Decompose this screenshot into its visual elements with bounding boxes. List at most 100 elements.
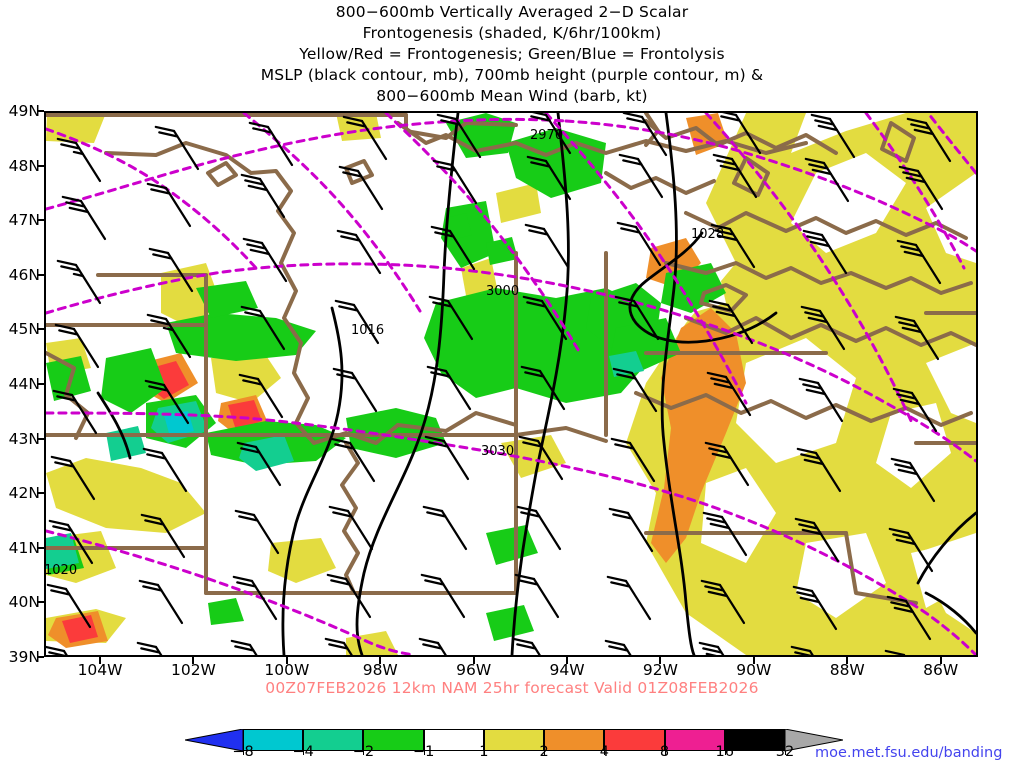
wind-barb [138,579,184,625]
wind-barb [242,237,288,283]
wind-barb [898,165,944,211]
wind-barb [146,182,192,228]
y-tick-label: 39N [8,648,40,666]
wind-barb [516,505,562,551]
wind-barb [886,595,932,641]
wind-barb [52,389,98,435]
wind-barb [428,295,474,341]
y-tick-label: 40N [8,593,40,612]
wind-barb [56,259,102,305]
wind-barb [622,113,668,157]
wind-barb [798,377,844,423]
x-tick [99,657,102,664]
wind-barb [884,649,906,655]
colorbar-segment [363,729,424,751]
map-graphics: 2970 3000 3030 1016 1028 [46,113,976,655]
wind-barb [796,447,842,493]
x-tick [846,657,849,664]
wind-barb [698,641,725,655]
wind-barb [906,117,952,163]
wind-barb [332,367,378,413]
y-tick [37,601,44,604]
colorbar-tick [423,751,425,755]
y-tick [37,328,44,331]
wind-barb [706,371,752,417]
colorbar-tick [303,751,305,755]
title-line-5: 800−600mb Mean Wind (barb, kt) [376,87,648,105]
x-tick-label: 92W [642,661,678,679]
wind-barb [792,585,838,631]
wind-barb [248,121,294,167]
x-tick-label: 100W [264,661,310,679]
colorbar-tick [664,751,666,755]
wind-barb [712,153,758,199]
x-tick [285,657,288,664]
y-tick [37,383,44,385]
wind-barb [240,173,286,219]
colorbar-segment [724,729,785,751]
wind-barb [342,115,388,161]
x-tick-label: 86W [923,661,959,679]
wind-barb [512,637,541,655]
wind-barb [338,165,384,211]
svg-text:1020: 1020 [46,563,77,578]
wind-barb [430,225,476,271]
wind-barb [518,435,564,481]
wind-barb [232,575,278,621]
colorbar-tick [243,751,244,755]
wind-barb [702,511,748,557]
x-tick-label: 96W [456,661,492,679]
label-2970: 2970 [530,128,563,143]
wind-barb [422,505,468,551]
wind-barb [61,195,107,241]
shading-blue [164,411,194,437]
wind-barb [524,223,570,269]
title-line-1: 800−600mb Vertically Averaged 2−D Scalar [335,3,689,21]
y-tick-label: 45N [8,320,40,339]
contour-labels: 2970 3000 3030 1016 1028 [46,128,724,578]
wind-barb [896,239,942,285]
wind-barb [142,447,188,493]
wind-barb [418,637,447,655]
colorbar-segment [303,729,364,751]
colorbar-tick [785,751,786,755]
wind-barb [890,457,936,503]
wind-barb [236,441,282,487]
y-tick-label: 44N [8,375,40,393]
x-tick [659,657,662,664]
wind-barb [720,113,762,155]
title-line-3: Yellow/Red = Frontogenesis; Green/Blue =… [299,45,725,63]
wind-barb [424,435,470,481]
y-tick [37,546,44,549]
y-tick [37,273,44,276]
wind-barb [426,365,472,411]
wind-barb [326,573,372,619]
svg-text:3030: 3030 [481,444,514,459]
wind-barb [140,513,186,559]
colorbar-segment [243,729,304,751]
mslp-contours [96,113,976,655]
wind-barb [238,373,284,419]
colorbar [185,729,843,752]
attribution-link[interactable]: moe.met.fsu.edu/banding [815,745,1003,761]
wind-barb [888,527,934,573]
colorbar-segment [664,729,725,751]
wind-barb [804,157,850,203]
x-tick-label: 88W [829,661,865,679]
y-tick [37,437,44,440]
wind-barb [240,305,286,351]
x-tick [752,657,755,664]
wind-barb [328,505,374,551]
x-tick-label: 98W [362,661,398,679]
y-tick-label: 48N [8,156,40,175]
colorbar-tick [483,751,485,755]
wind-barb [606,575,652,621]
label-3030: 3030 [481,444,514,459]
wind-barb [708,299,754,345]
wind-barb [604,639,632,655]
colorbar-tick [544,751,546,755]
y-tick [37,110,44,112]
label-1016: 1016 [351,323,384,338]
title-line-4: MSLP (black contour, mb), 700mb height (… [260,66,764,84]
y-tick [37,492,44,495]
